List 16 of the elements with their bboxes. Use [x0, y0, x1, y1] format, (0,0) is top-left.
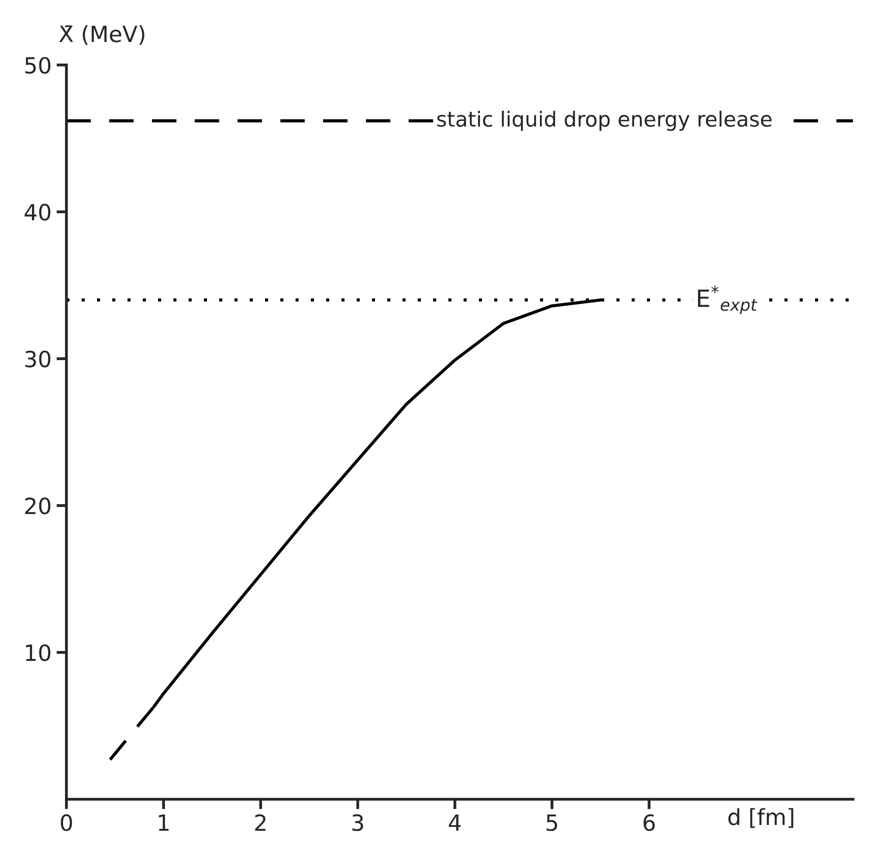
y-tick-label: 30 — [25, 350, 50, 368]
ref-line-label: static liquid drop energy release — [437, 110, 772, 131]
ref-line-label: E$^{*}$$_{expt}$ — [698, 286, 758, 314]
y-tick-label: 10 — [26, 644, 50, 662]
y-axis-title: X̄ (MeV) — [59, 25, 144, 45]
x-tick-label: 5 — [546, 814, 558, 832]
x-tick-label: 3 — [352, 814, 364, 832]
x-tick-label: 6 — [644, 814, 655, 832]
x-tick-label: 4 — [448, 814, 461, 831]
y-tick-label: 20 — [25, 498, 50, 514]
x-tick-label: 1 — [158, 814, 169, 831]
x-tick-label: 0 — [60, 814, 72, 832]
y-tick-label: 50 — [25, 56, 50, 74]
y-tick-label: 40 — [24, 204, 50, 221]
x-axis-title: d [fm] — [728, 808, 794, 828]
x-tick-label: 2 — [255, 814, 266, 831]
